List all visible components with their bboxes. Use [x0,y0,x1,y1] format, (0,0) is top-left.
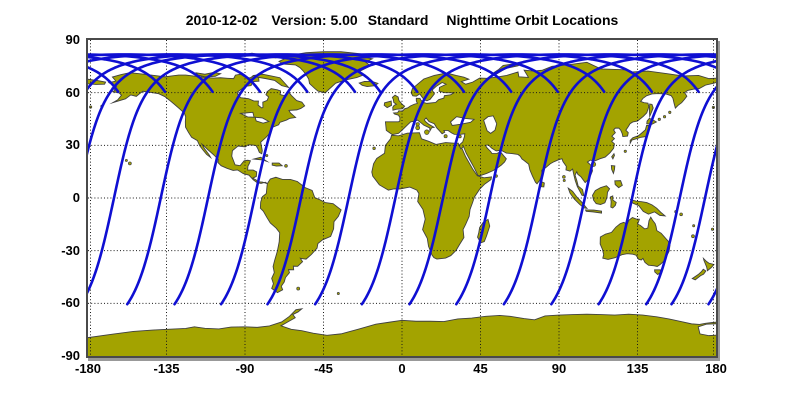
x-tick-label: 135 [626,361,649,376]
title-product-name: Nighttime Orbit Locations [446,12,619,28]
x-tick-label: 180 [705,361,727,376]
world-map-canvas [88,40,716,356]
x-tick-label: -135 [153,361,180,376]
x-tick-label: -180 [74,361,102,376]
y-tick-label: 0 [72,190,80,205]
title-date: 2010-12-02 [185,12,258,28]
x-tick-label: -45 [314,361,333,376]
y-tick-label: -60 [61,295,80,311]
y-tick-label: 90 [65,32,80,47]
x-tick-label: 90 [551,361,567,376]
y-tick-label: 60 [65,84,80,100]
x-tick-label: 45 [473,361,488,376]
y-tick-label: -90 [61,348,80,363]
y-tick-label: -30 [61,242,80,258]
title-version: Version: 5.00 [271,12,358,28]
figure-title: 2010-12-02 Version: 5.00 Standard Nighttime… [86,12,718,28]
x-tick-label: 0 [398,361,406,376]
y-tick-label: 30 [65,137,80,153]
x-tick-label: -90 [235,361,255,376]
title-product-type: Standard [367,12,429,28]
